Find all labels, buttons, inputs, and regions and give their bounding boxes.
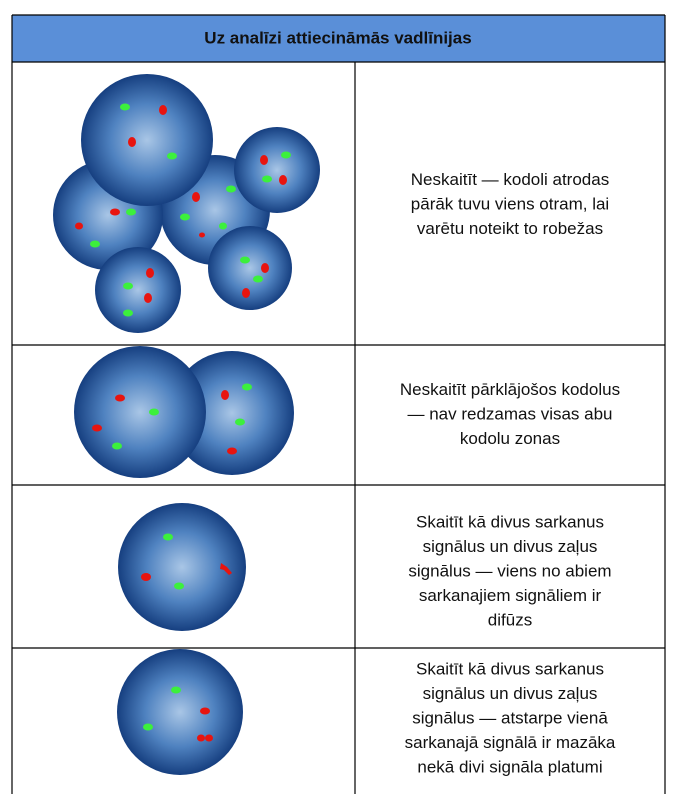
- guideline-line: signālus — atstarpe vienā: [412, 708, 608, 727]
- borders: [11, 14, 666, 794]
- guideline-line: difūzs: [488, 610, 532, 629]
- guideline-line: pārāk tuvu viens otram, lai: [411, 194, 609, 213]
- guideline-line: Skaitīt kā divus sarkanus: [416, 512, 604, 531]
- header-title: Uz analīzi attiecināmās vadlīnijas: [204, 28, 471, 47]
- guideline-line: kodolu zonas: [460, 429, 560, 448]
- guideline-texts: Neskaitīt — kodoli atrodas pārāk tuvu vie…: [400, 170, 620, 777]
- guideline-line: — nav redzamas visas abu: [407, 404, 612, 423]
- guideline-line: signālus un divus zaļus: [423, 537, 598, 556]
- guideline-line: nekā divi signāla platumi: [417, 757, 602, 776]
- guideline-line: signālus — viens no abiem: [408, 561, 611, 580]
- guideline-line: varētu noteikt to robežas: [417, 219, 603, 238]
- guideline-line: signālus un divus zaļus: [423, 684, 598, 703]
- header-bg: [12, 15, 665, 62]
- guideline-line: sarkanajā signālā ir mazāka: [405, 733, 616, 752]
- nucleus-diffuse: [118, 503, 246, 631]
- guideline-line: Skaitīt kā divus sarkanus: [416, 659, 604, 678]
- nuclei-overlap: [74, 346, 294, 478]
- nuclei-cluster: [53, 74, 320, 333]
- guideline-line: Neskaitīt — kodoli atrodas: [411, 170, 609, 189]
- guideline-line: sarkanajiem signāliem ir: [419, 586, 602, 605]
- guideline-line: Neskaitīt pārklājošos kodolus: [400, 380, 620, 399]
- nucleus-split: [117, 649, 243, 775]
